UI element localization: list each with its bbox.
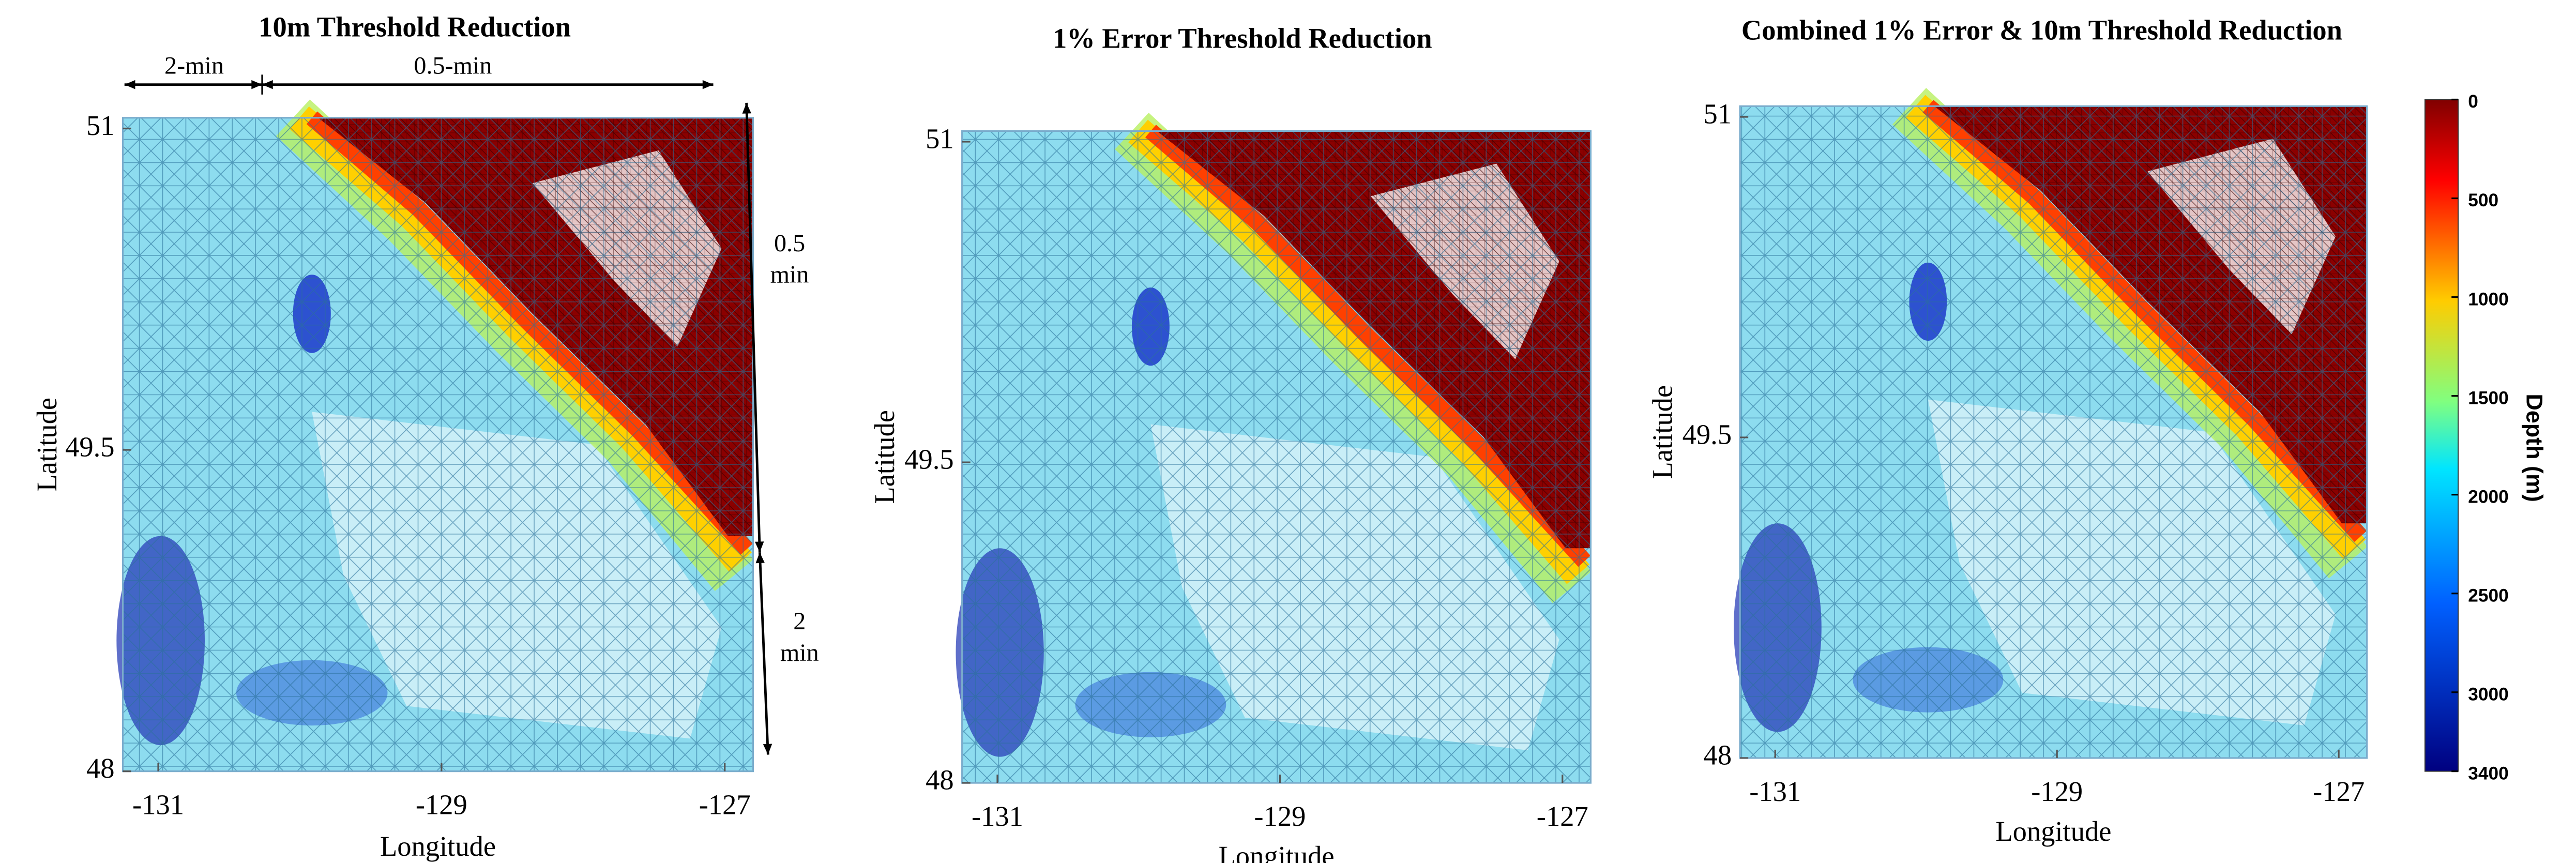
y-axis-label: Latitude xyxy=(869,410,900,504)
x-tick-label: -127 xyxy=(2313,776,2365,807)
colorbar-tick-label: 3400 xyxy=(2468,763,2508,783)
arrow-head xyxy=(251,80,262,89)
colorbar-tick-label: 2000 xyxy=(2468,487,2508,507)
annotation: 2-min xyxy=(164,52,224,80)
colorbar-tick-label: 500 xyxy=(2468,190,2498,210)
y-tick-label: 51 xyxy=(86,110,115,141)
panel-title: 1% Error Threshold Reduction xyxy=(1053,23,1432,54)
arrow-head xyxy=(754,541,764,553)
panel-title: Combined 1% Error & 10m Threshold Reduct… xyxy=(1741,14,2342,46)
annotation: 0.5 xyxy=(774,230,805,257)
mesh xyxy=(1740,106,2367,758)
x-tick-label: -127 xyxy=(1537,800,1588,832)
dimension-arrow xyxy=(745,102,761,553)
colorbar-tick-label: 1000 xyxy=(2468,289,2508,309)
x-axis-label: Longitude xyxy=(1218,840,1334,863)
y-tick-label: 49.5 xyxy=(904,444,953,475)
x-tick-label: -131 xyxy=(132,789,184,821)
y-tick-label: 51 xyxy=(1704,98,1732,129)
axes-frame xyxy=(1739,105,2368,759)
arrow-head xyxy=(742,102,752,114)
colorbar-tick-label: 2500 xyxy=(2468,585,2508,605)
y-tick-label: 49.5 xyxy=(1683,418,1732,450)
arrow-head xyxy=(763,744,772,755)
y-tick-label: 51 xyxy=(926,123,954,155)
x-tick-label: -127 xyxy=(699,789,751,821)
x-tick-label: -131 xyxy=(972,800,1023,832)
y-axis-label: Latitude xyxy=(31,398,63,492)
annotation: 2 xyxy=(793,608,806,635)
x-tick-label: -129 xyxy=(416,789,467,821)
annotation: min xyxy=(770,261,809,289)
annotation: 0.5-min xyxy=(414,52,492,80)
y-tick-label: 48 xyxy=(926,764,954,796)
colorbar-tick-label: 0 xyxy=(2468,92,2478,112)
arrow-head xyxy=(262,80,273,89)
arrow-head xyxy=(702,80,714,89)
x-axis-label: Longitude xyxy=(1995,815,2111,847)
x-tick-label: -129 xyxy=(2031,776,2083,807)
arrow-head xyxy=(124,80,135,89)
y-axis-label: Latitude xyxy=(1646,385,1678,479)
mesh xyxy=(962,131,1591,783)
arrow-head xyxy=(755,552,765,564)
y-tick-label: 48 xyxy=(86,752,115,784)
colorbar-tick-label: 3000 xyxy=(2468,684,2508,704)
y-tick-label: 49.5 xyxy=(65,431,114,463)
colorbar xyxy=(2424,99,2459,772)
x-axis-label: Longitude xyxy=(380,830,496,862)
annotation: min xyxy=(780,639,819,667)
colorbar-label: Depth (m) xyxy=(2522,393,2548,502)
dimension-arrow xyxy=(758,552,769,755)
y-tick-label: 48 xyxy=(1704,739,1732,770)
x-tick-label: -129 xyxy=(1254,800,1306,832)
axes-frame xyxy=(961,130,1592,784)
mesh xyxy=(123,117,753,771)
x-tick-label: -131 xyxy=(1749,776,1801,807)
panel-title: 10m Threshold Reduction xyxy=(259,11,571,42)
axes-frame xyxy=(122,117,754,773)
colorbar-tick-label: 1500 xyxy=(2468,388,2508,408)
